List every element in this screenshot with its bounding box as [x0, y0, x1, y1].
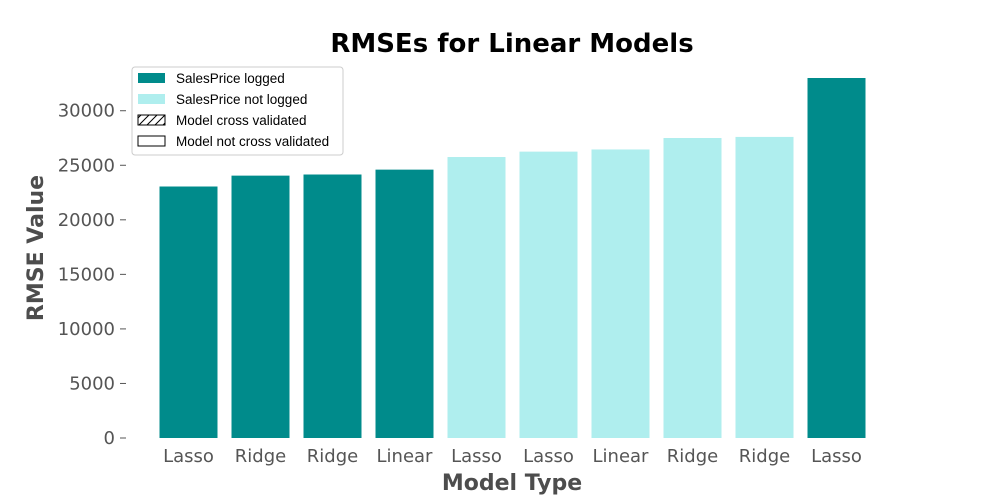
legend-label: SalesPrice not logged [176, 92, 307, 107]
y-axis-label: RMSE Value [24, 175, 49, 321]
bars-group [159, 78, 866, 439]
y-tick-label: 25000 [58, 155, 115, 176]
x-tick-label: Ridge [235, 446, 286, 467]
x-tick-label: Ridge [307, 446, 358, 467]
legend: SalesPrice logged SalesPrice not logged Mo… [131, 66, 344, 156]
chart-title: RMSEs for Linear Models [330, 29, 693, 59]
y-tick-label: 0 [104, 428, 115, 449]
legend-label: Model not cross validated [176, 134, 329, 149]
y-tick-label: 5000 [69, 373, 115, 394]
x-tick-label: Lasso [811, 446, 862, 467]
x-tick-label: Linear [377, 446, 434, 467]
bar [591, 149, 650, 439]
y-axis: 0 5000 10000 15000 20000 25000 30000 [58, 101, 126, 449]
x-tick-label: Ridge [667, 446, 718, 467]
bar-hatch [447, 157, 506, 438]
y-tick-label: 30000 [58, 101, 115, 122]
bar [735, 136, 794, 438]
bar-hatch [303, 174, 362, 438]
x-tick-label: Lasso [451, 446, 502, 467]
legend-swatch-plain [137, 135, 166, 147]
bar-hatch [663, 138, 722, 438]
legend-label: SalesPrice logged [176, 71, 285, 86]
legend-label: Model cross validated [176, 113, 307, 128]
bar-hatch [159, 186, 218, 438]
bar [231, 175, 290, 439]
legend-box [131, 66, 344, 156]
legend-swatch-not-logged [138, 94, 165, 104]
bar [375, 169, 434, 439]
x-tick-label: Linear [593, 446, 650, 467]
y-tick-label: 20000 [58, 210, 115, 231]
bar [519, 151, 578, 439]
x-tick-label: Lasso [163, 446, 214, 467]
y-tick-label: 15000 [58, 264, 115, 285]
x-tick-label: Lasso [523, 446, 574, 467]
bar [807, 78, 866, 438]
x-axis-label: Model Type [442, 471, 582, 496]
x-axis: Lasso Ridge Ridge Linear Lasso Lasso Linear Rid… [163, 446, 862, 467]
legend-swatch-hatched [137, 114, 166, 126]
y-tick-label: 10000 [58, 319, 115, 340]
legend-swatch-logged [138, 73, 165, 83]
x-tick-label: Ridge [739, 446, 790, 467]
